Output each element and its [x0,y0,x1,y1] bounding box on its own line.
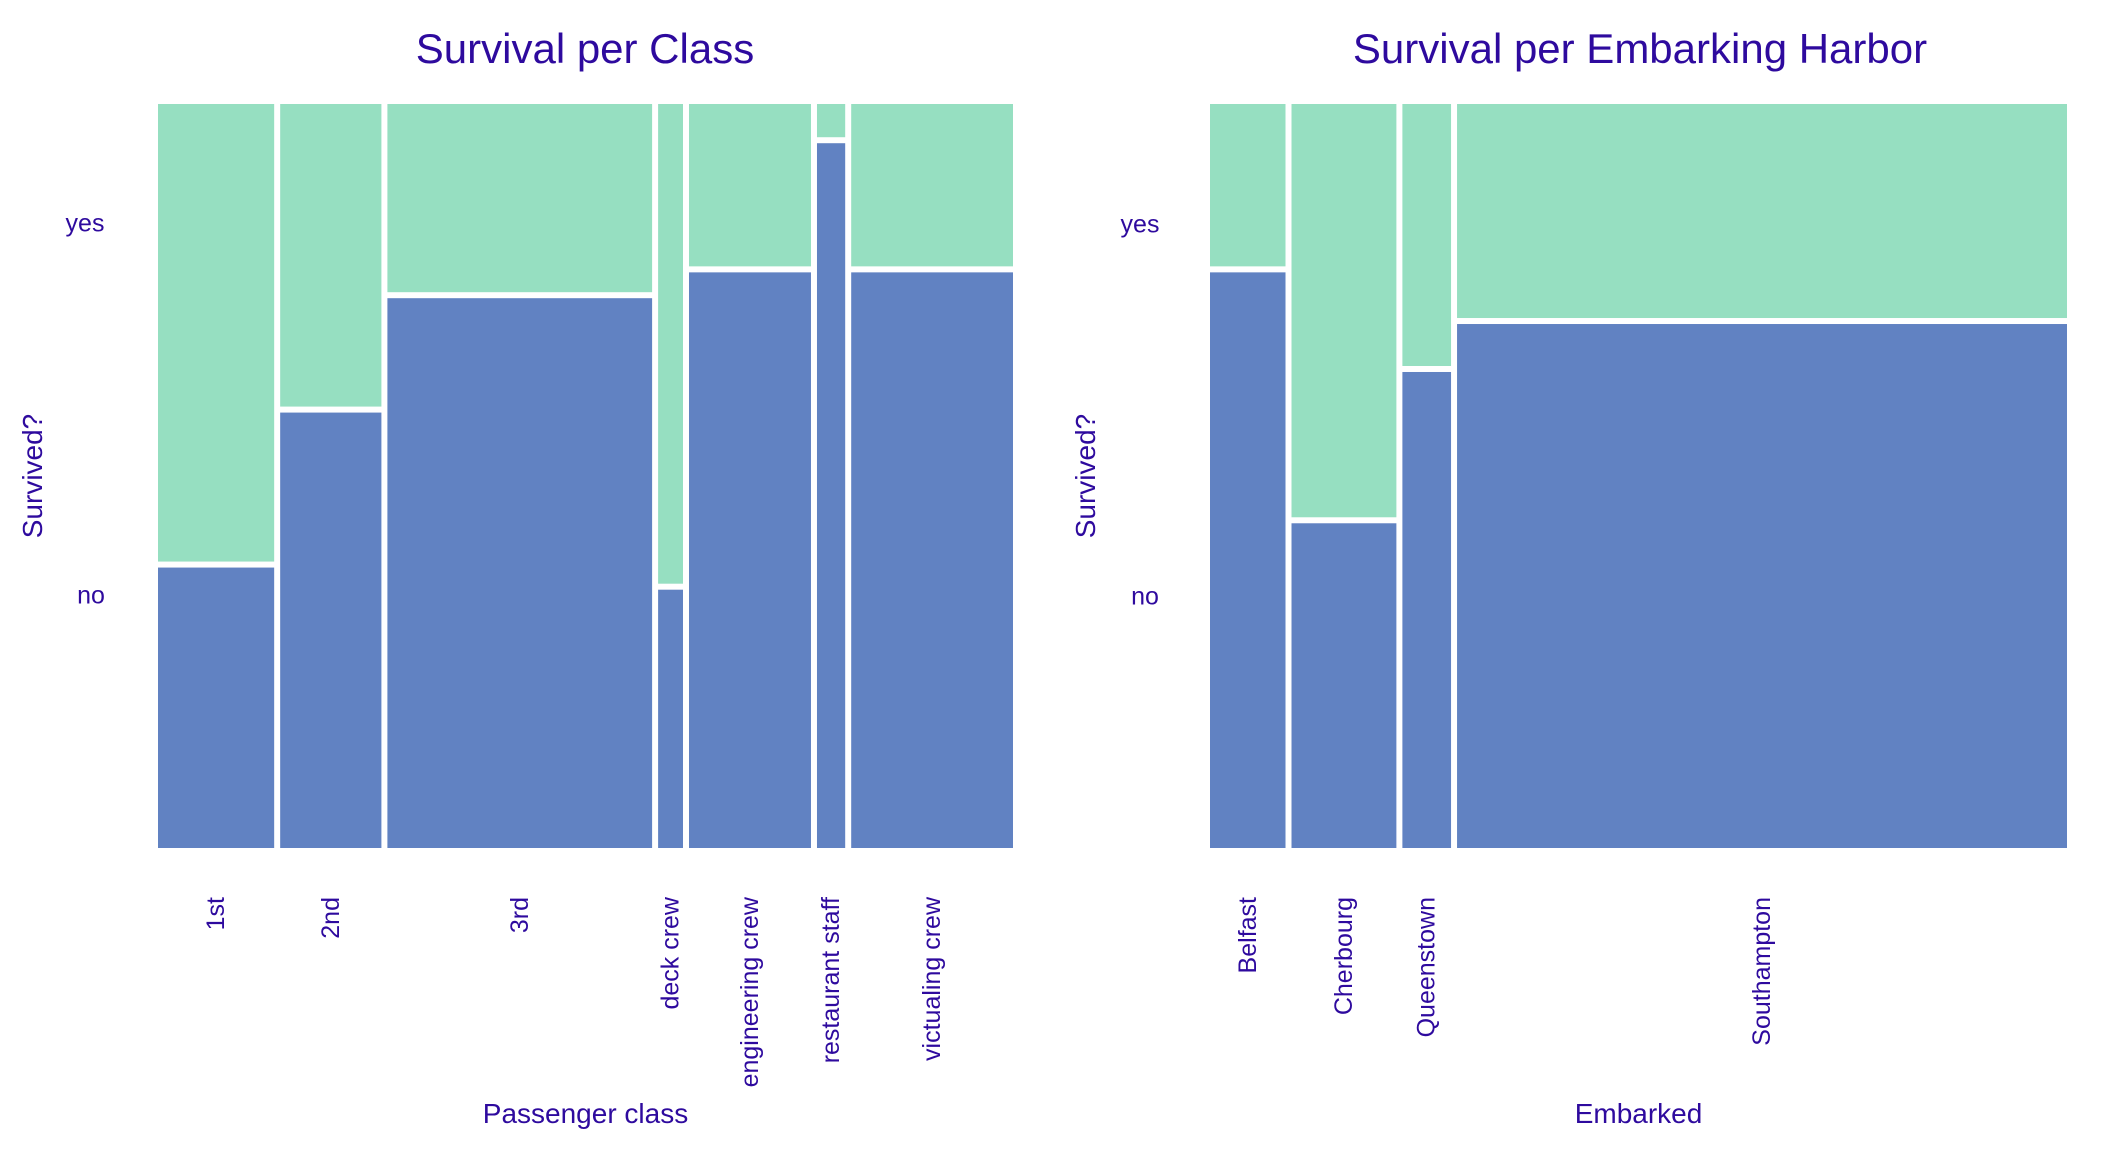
mosaic-tile-yes-1st [158,104,275,562]
chart-title: Survival per Class [416,25,754,72]
mosaic-tile-yes-Cherbourg [1291,104,1397,518]
mosaic-tile-yes-Belfast [1210,104,1286,267]
x-tick-label: 2nd [317,897,345,939]
y-axis-title: Survived? [1070,414,1101,539]
y-tick-label-yes: yes [1121,210,1160,238]
mosaic-tile-yes-Queenstown [1402,104,1452,366]
mosaic-tile-no-deck-crew [658,589,683,848]
mosaic-tile-no-engineering-crew [689,272,811,848]
mosaic-tile-no-1st [158,567,275,848]
mosaic-tile-yes-victualing-crew [851,104,1013,267]
y-tick-label-no: no [77,582,105,610]
mosaic-tile-no-2nd [280,412,382,848]
mosaic-tile-yes-3rd [387,104,653,293]
mosaic-tile-no-restaurant-staff [816,143,846,848]
x-tick-label: restaurant staff [817,897,845,1063]
x-axis-title: Embarked [1575,1098,1703,1129]
x-tick-label: engineering crew [736,896,764,1087]
x-tick-label: Southampton [1748,897,1776,1046]
x-tick-label: Cherbourg [1330,897,1358,1015]
x-tick-label: Belfast [1234,897,1262,973]
y-tick-label-yes: yes [66,210,105,238]
mosaic-tile-yes-engineering-crew [689,104,811,267]
mosaic-tile-no-victualing-crew [851,272,1013,848]
mosaic-tile-no-3rd [387,298,653,848]
mosaic-tile-yes-Southampton [1457,104,2067,319]
x-tick-label: victualing crew [918,896,946,1061]
chart-title: Survival per Embarking Harbor [1353,25,1927,72]
mosaic-tile-no-Southampton [1457,324,2067,848]
mosaic-tile-yes-deck-crew [658,104,683,584]
x-tick-label: 1st [202,897,230,930]
mosaic-tile-yes-2nd [280,104,382,407]
mosaic-tile-no-Queenstown [1402,371,1452,848]
x-axis-title: Passenger class [483,1098,688,1129]
mosaic-tile-yes-restaurant-staff [816,104,846,138]
x-tick-label: Queenstown [1413,897,1441,1037]
mosaic-tile-no-Cherbourg [1291,523,1397,848]
x-tick-label: deck crew [657,896,685,1009]
y-axis-title: Survived? [17,414,48,539]
x-tick-label: 3rd [506,897,534,933]
y-tick-label-no: no [1131,582,1159,610]
mosaic-tile-no-Belfast [1210,272,1286,848]
